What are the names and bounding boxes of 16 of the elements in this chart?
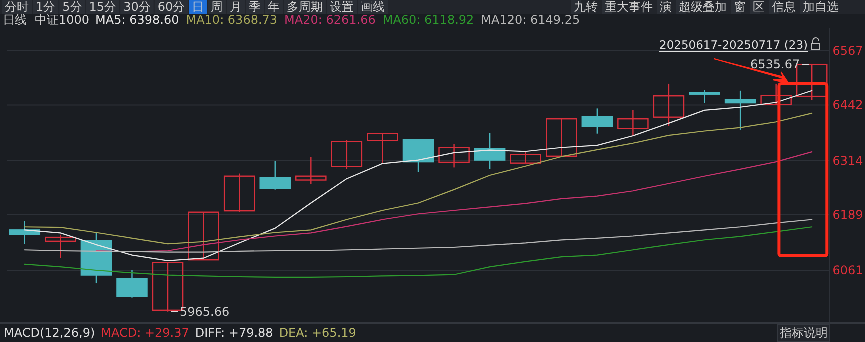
y-tick-label: 6442 <box>832 98 864 112</box>
text: DEA: +65.19 <box>279 326 356 340</box>
text: MACD(12,26,9) <box>4 326 96 340</box>
annotation: 20250617-20250717 (23) <box>660 38 808 52</box>
y-tick-label: 6314 <box>832 154 864 168</box>
text: 指标说明 <box>779 326 828 340</box>
text: DIFF: +79.88 <box>195 326 274 340</box>
annotation: 5965.66 <box>180 304 230 319</box>
y-tick-label: 6567 <box>832 44 864 58</box>
text: 日线 <box>3 13 27 27</box>
chart-title: 中证1000 <box>35 13 90 27</box>
y-tick-label: 6061 <box>832 264 864 278</box>
text: MACD: +29.37 <box>101 326 190 340</box>
legend: MA5: 6398.60 MA10: 6368.73 MA20: 6261.66 MA60: 6118.92 MA120: 6149.25 <box>96 13 580 27</box>
annotation: 6535.67 <box>750 58 800 72</box>
y-tick-label: 6189 <box>832 208 864 222</box>
